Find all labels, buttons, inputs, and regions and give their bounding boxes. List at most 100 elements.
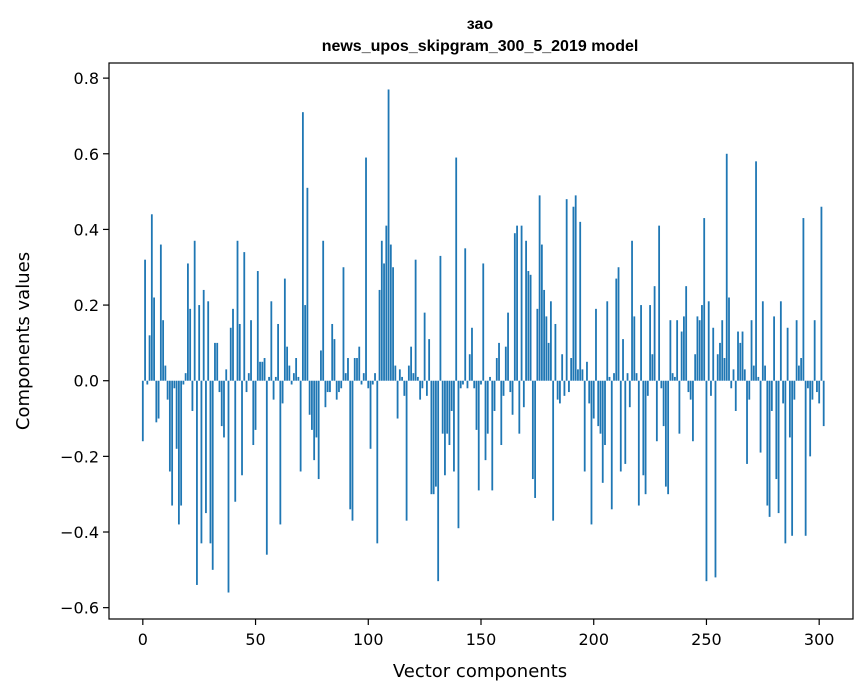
x-tick-label: 150: [466, 630, 497, 649]
bar: [574, 195, 577, 381]
bar: [444, 380, 446, 476]
bar: [482, 263, 485, 381]
bar: [274, 376, 277, 381]
bar: [613, 373, 615, 381]
bar: [495, 358, 498, 381]
bar: [462, 380, 464, 385]
bar: [200, 380, 203, 544]
bar: [489, 376, 491, 381]
bar: [509, 380, 512, 393]
bar: [766, 380, 769, 506]
bar: [633, 316, 636, 381]
y-tick-label: 0.2: [74, 296, 99, 315]
bar: [768, 380, 771, 517]
bar: [358, 346, 361, 381]
chart-title-line2: news_upos_skipgram_300_5_2019 model: [322, 38, 639, 55]
bar: [773, 316, 775, 381]
bar: [791, 380, 794, 536]
bar: [728, 297, 730, 381]
bar: [265, 380, 268, 555]
bar: [227, 380, 230, 593]
bar: [392, 267, 394, 381]
bar: [155, 380, 158, 423]
bar: [802, 218, 805, 381]
bar: [340, 380, 343, 389]
bar: [349, 380, 352, 510]
bar: [191, 380, 194, 411]
y-axis-ticks: −0.6 −0.4 −0.2 0.0 0.2 0.4 0.6 0.8: [60, 69, 109, 618]
bar: [342, 267, 345, 381]
bar: [430, 380, 433, 495]
bar: [752, 365, 755, 381]
x-axis-ticks: 0 50 100 150 200 250 300: [138, 619, 834, 649]
bar: [367, 380, 370, 389]
bar: [466, 380, 469, 389]
bar: [797, 365, 800, 381]
bar: [205, 380, 207, 514]
bar: [669, 320, 672, 381]
bar: [232, 308, 234, 381]
bar: [457, 380, 460, 529]
bar: [549, 301, 552, 381]
x-tick-label: 0: [138, 630, 148, 649]
bar: [416, 376, 419, 381]
bar: [272, 380, 275, 400]
bar: [516, 225, 518, 381]
bar: [283, 278, 286, 381]
bar: [649, 305, 651, 381]
bar: [425, 380, 428, 396]
bar: [547, 342, 550, 381]
bar: [187, 263, 189, 381]
bar: [694, 354, 697, 381]
bar: [588, 380, 591, 404]
bar: [322, 240, 325, 381]
bar: [403, 380, 406, 396]
plot-frame: [108, 62, 854, 620]
bar: [238, 323, 241, 381]
bar: [437, 380, 440, 582]
bar: [245, 380, 248, 393]
bar: [148, 335, 151, 381]
bar: [387, 89, 390, 381]
bar: [308, 380, 311, 415]
bar: [540, 244, 543, 381]
bar: [202, 289, 205, 381]
bar: [531, 380, 534, 480]
bar: [552, 380, 555, 521]
bar: [398, 369, 401, 381]
bar: [811, 380, 814, 400]
bar: [800, 358, 803, 381]
bar: [362, 373, 365, 381]
bar: [468, 354, 471, 381]
bar: [568, 380, 570, 393]
bar: [809, 380, 812, 457]
bar: [525, 240, 527, 381]
bar: [421, 380, 424, 389]
y-tick-label: 0.8: [74, 69, 99, 88]
bar: [698, 320, 701, 381]
bar: [214, 342, 216, 381]
bar: [383, 263, 385, 381]
bar: [344, 373, 347, 381]
bar: [757, 376, 760, 381]
bar: [707, 301, 710, 381]
bar: [419, 380, 422, 400]
bar: [579, 221, 582, 381]
bar: [295, 358, 298, 381]
bar: [595, 308, 597, 381]
bar: [410, 346, 413, 381]
bar: [166, 380, 169, 400]
bar: [678, 380, 681, 434]
bar: [696, 316, 699, 381]
bar: [144, 259, 146, 381]
bar: [146, 380, 149, 385]
bar: [710, 380, 712, 396]
bar: [759, 380, 762, 453]
bar: [554, 323, 557, 381]
bar: [511, 380, 514, 415]
bar: [371, 380, 374, 385]
bar: [502, 380, 505, 396]
bar: [159, 244, 162, 381]
bar: [171, 380, 174, 506]
bar: [714, 380, 717, 578]
